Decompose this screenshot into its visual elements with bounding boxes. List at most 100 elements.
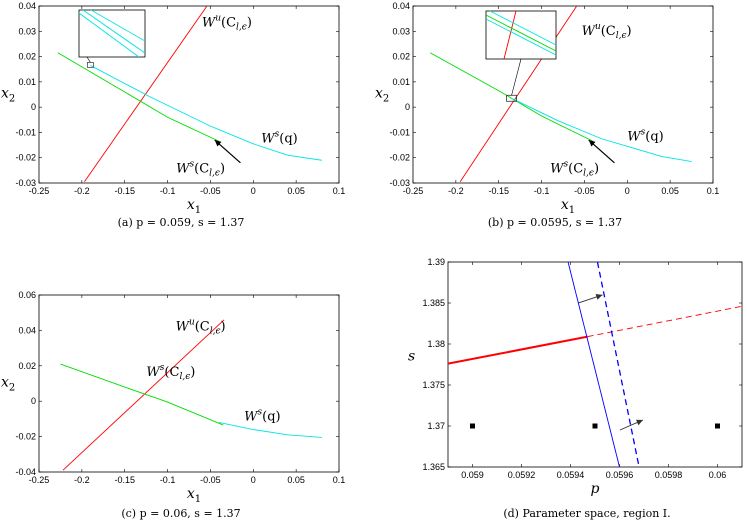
x-tick-label: 0 [251,475,256,485]
panel-a: -0.25 -0.2 -0.15 -0.1 -0.05 0 0.05 0.1 -0.03 -0.0… [1,1,345,229]
series-line [511,97,692,162]
x-tick-label: -0.15 [488,186,509,196]
series-line [84,6,208,182]
y-axis-label: x2 [375,86,389,105]
curve-label-sup: s [564,159,569,169]
axes-frame [38,294,340,473]
curve-label-arg: (C [194,161,209,176]
curve-label-end: ) [247,16,252,31]
series-line [60,363,224,426]
curve-label-arg: (C [195,319,210,334]
curve-label-sup: u [189,317,195,327]
curve-label-sup: s [190,159,195,169]
y-tick-label: 0.06 [18,290,36,300]
arrow-head [588,140,596,147]
x-tick-label: -0.1 [160,475,176,485]
curve-label-sub: l,ϵ [209,168,220,178]
x-tick-label: -0.25 [29,186,50,196]
curve-label-sup: s [258,407,263,417]
y-axis-label-sub: 2 [383,94,389,105]
data-point [715,423,720,429]
x-tick-label: -0.25 [29,475,50,485]
curve-label-sub: l,ϵ [179,372,190,382]
y-tick-label: 0.01 [18,77,36,87]
curve-label-wsq: Ws(q) [244,407,280,424]
y-tick-label: 1.385 [422,298,445,308]
x-tick-label: 0.0598 [655,470,683,480]
y-tick-label: -0.02 [15,432,36,442]
curve-label-sup: s [275,130,280,140]
x-tick-label: -0.1 [160,186,176,196]
y-tick-label: 0 [405,102,410,112]
series-line [448,335,588,365]
y-tick-label: 0 [31,102,36,112]
inset-curve [90,9,146,42]
series-line [57,52,220,142]
y-tick-label: 0.04 [18,1,36,11]
x-tick-label: 0.1 [707,186,720,196]
curve-label-arg: (C [164,365,179,380]
y-tick-label: -0.01 [389,127,410,137]
y-tick-label: 1.365 [422,462,445,472]
curve-label-arg: (C [568,161,583,176]
y-tick-label: 1.38 [427,339,445,349]
axes-frame [447,261,743,468]
curve-label-wsq: Ws(q) [627,128,663,145]
x-tick-label: 0.0596 [606,470,634,480]
x-tick-label: -0.25 [403,186,424,196]
curve-label-end: ) [220,161,225,176]
y-tick-label: 0.03 [18,26,36,36]
y-tick-label: -0.03 [15,178,36,188]
x-tick-label: 0.0592 [508,470,536,480]
y-axis-label: s [408,349,415,365]
data-point [470,423,475,429]
x-tick-label: 0.1 [333,186,346,196]
series-line [587,305,742,338]
y-axis-label-sub: 2 [9,94,15,105]
inset-box [485,10,557,60]
x-axis-label-sub: 1 [195,205,201,216]
series-group [57,6,322,182]
inset-curve [485,18,557,56]
inset-box [78,9,146,58]
series-group [60,319,322,471]
curve-label-end: ) [221,319,226,334]
curve-label-sup: u [595,22,601,32]
x-tick-label: 0 [625,186,630,196]
x-tick-label: 0.05 [287,475,305,485]
y-axis-label: x2 [1,375,15,394]
curve-label-wsq: Ws(q) [261,130,297,147]
y-tick-label: 0.04 [392,1,410,11]
y-tick-label: 0.04 [18,325,36,335]
curve-label-sub: l,ϵ [583,168,594,178]
x-tick-label: -0.05 [200,475,221,485]
inset-curve [503,10,517,60]
x-tick-label: -0.2 [74,475,90,485]
x-tick-label: 0.1 [333,475,346,485]
x-tick-label: -0.15 [114,475,135,485]
panel-b: -0.25 -0.2 -0.15 -0.1 -0.05 0 0.05 0.1 -0.03 -0.0… [375,1,719,229]
curve-label-sub: l,ϵ [236,23,247,33]
curve-label-sup: s [641,128,646,138]
curve-label-end: ) [190,365,195,380]
x-tick-label: 0 [251,186,256,196]
y-tick-label: 0 [31,396,36,406]
arrow-head [636,419,643,426]
y-tick-label: 0.02 [392,52,410,62]
curve-label-sub: l,ϵ [616,31,627,41]
series-line [429,52,594,142]
curve-label-end: ) [594,161,599,176]
panel-c: -0.25 -0.2 -0.15 -0.1 -0.05 0 0.05 0.1 -0.04 -0.0… [1,290,345,520]
x-tick-label: 0.06 [709,470,727,480]
curve-label-end: ) [627,24,632,39]
x-tick-label: -0.05 [200,186,221,196]
y-tick-label: 0.03 [392,26,410,36]
series-line [62,319,225,471]
x-tick-label: -0.2 [448,186,464,196]
y-tick-label: 0.02 [18,52,36,62]
x-tick-label: 0.059 [461,470,484,480]
y-axis-label: x2 [1,86,15,105]
curve-label-sub: l,ϵ [210,326,221,336]
y-tick-label: 1.375 [422,380,445,390]
panel-caption: (a) p = 0.059, s = 1.37 [118,216,245,229]
